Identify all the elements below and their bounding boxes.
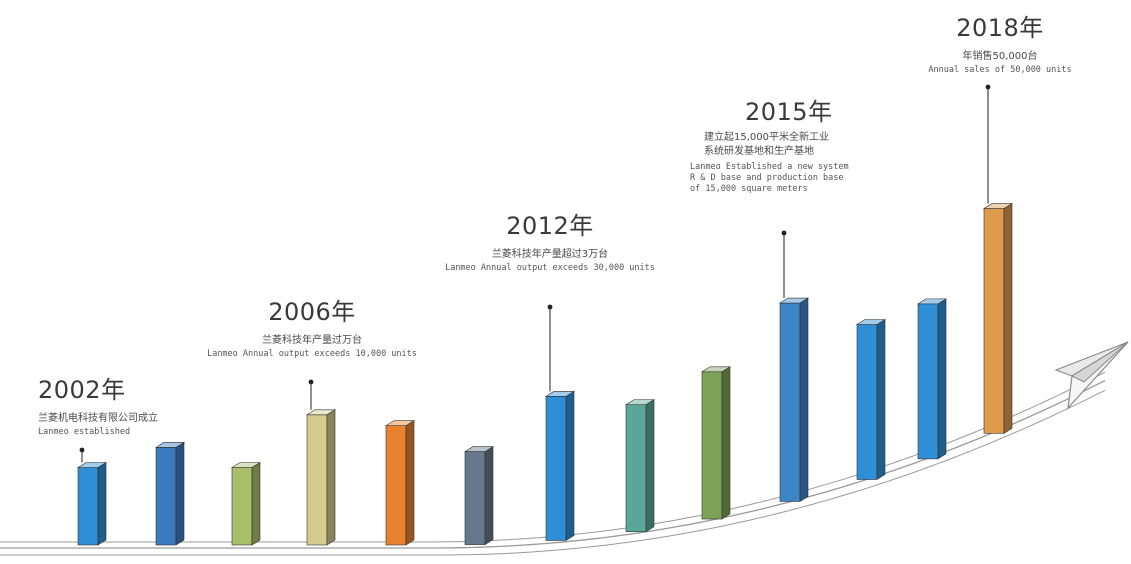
- pointer-dot: [79, 447, 85, 453]
- bar: [76, 461, 108, 546]
- milestone-description-zh: 兰菱科技年产量过万台: [262, 335, 362, 346]
- pointer-dot: [985, 84, 991, 90]
- bar: [855, 318, 887, 481]
- milestone-description-en: Lanmeo established: [38, 427, 131, 437]
- milestone-description-zh: 兰菱机电科技有限公司成立: [38, 413, 158, 424]
- paper-plane-icon: [1054, 341, 1129, 410]
- milestone-description-zh: 兰菱科技年产量超过3万台: [491, 249, 609, 260]
- milestone-year: 2015年: [745, 98, 833, 126]
- bar: [700, 366, 732, 520]
- pointer-dot: [781, 230, 787, 236]
- milestone-2015: 2015年 建立起15,000平米全新工业 系统研发基地和生产基地 Lanmeo…: [690, 92, 849, 195]
- milestone-description-en: Annual sales of 50,000 units: [928, 65, 1072, 75]
- pointer-dot: [547, 304, 553, 310]
- milestone-description-en: Lanmeo Annual output exceeds 10,000 unit…: [207, 349, 417, 359]
- milestone-year: 2012年: [506, 212, 594, 240]
- bar: [305, 409, 337, 546]
- bar: [230, 461, 262, 546]
- growth-curve-line: [0, 389, 1106, 556]
- bar: [463, 446, 495, 546]
- milestone-description-zh: 建立起15,000平米全新工业 系统研发基地和生产基地: [704, 132, 829, 157]
- bar: [544, 390, 576, 542]
- bar: [154, 441, 186, 546]
- milestone-description-en: Lanmeo Established a new system R & D ba…: [690, 162, 849, 194]
- milestone-2018: 2015年 2018年 年销售50,000台 Annual sales of 5…: [880, 8, 1120, 76]
- growth-curve-line: [0, 380, 1106, 549]
- milestone-2012: 2012年 兰菱科技年产量超过3万台 Lanmeo Annual output …: [405, 206, 695, 274]
- milestone-2006: 2006年 兰菱科技年产量过万台 Lanmeo Annual output ex…: [172, 292, 452, 360]
- bars-group: [76, 203, 1014, 546]
- milestone-year: 2018年: [956, 14, 1044, 42]
- bar: [778, 297, 810, 502]
- milestone-pointers: [79, 84, 991, 463]
- bar: [982, 203, 1014, 434]
- milestone-year: 2002年: [38, 376, 126, 404]
- bar: [384, 420, 416, 546]
- milestone-description-en: Lanmeo Annual output exceeds 30,000 unit…: [445, 263, 655, 273]
- bar: [916, 298, 948, 460]
- milestone-2002: 2002年 兰菱机电科技有限公司成立 Lanmeo established: [38, 370, 158, 438]
- milestone-year: 2006年: [268, 298, 356, 326]
- bar: [624, 399, 656, 533]
- milestone-description-zh: 年销售50,000台: [962, 51, 1038, 62]
- pointer-dot: [308, 379, 314, 385]
